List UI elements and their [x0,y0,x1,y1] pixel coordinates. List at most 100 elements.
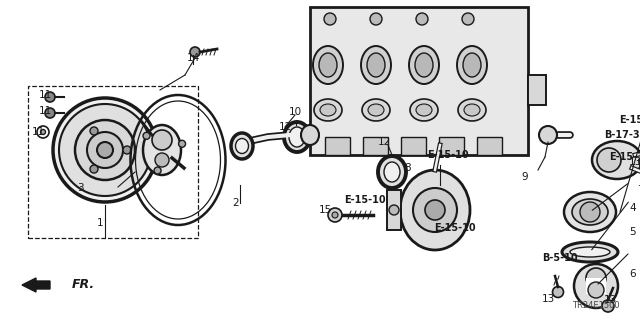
Text: 12: 12 [378,137,390,147]
Ellipse shape [143,125,181,175]
Bar [28,86,198,238]
Text: 3: 3 [77,183,83,193]
Circle shape [53,98,157,202]
Bar [325,137,350,155]
Ellipse shape [320,104,336,116]
Text: 6: 6 [630,269,636,279]
Circle shape [574,264,618,308]
Text: 11: 11 [38,106,52,116]
Ellipse shape [409,46,439,84]
FancyArrow shape [22,278,50,292]
Circle shape [332,212,338,218]
Circle shape [152,130,172,150]
Ellipse shape [236,139,248,154]
Circle shape [639,156,640,168]
Text: 2: 2 [233,198,239,208]
Circle shape [75,120,135,180]
Ellipse shape [284,122,310,152]
Text: 13: 13 [541,294,555,304]
Circle shape [462,13,474,25]
Text: 1: 1 [97,218,103,228]
Circle shape [190,47,200,57]
Bar [477,137,502,155]
Circle shape [425,200,445,220]
Ellipse shape [464,104,480,116]
Text: 13: 13 [604,295,616,305]
Ellipse shape [592,141,640,179]
Ellipse shape [570,247,610,257]
Circle shape [143,132,150,139]
Ellipse shape [367,53,385,77]
Circle shape [416,13,428,25]
Circle shape [588,282,604,298]
Ellipse shape [562,242,618,262]
Text: 10: 10 [289,107,301,117]
Circle shape [586,268,606,288]
Ellipse shape [289,127,305,147]
Ellipse shape [314,99,342,121]
Text: B-17-30: B-17-30 [604,130,640,140]
Circle shape [90,127,98,135]
Ellipse shape [362,99,390,121]
Circle shape [155,153,169,167]
Text: E-15-10: E-15-10 [609,152,640,162]
Ellipse shape [319,53,337,77]
Circle shape [328,208,342,222]
Text: TR24E1500: TR24E1500 [572,301,620,310]
Circle shape [154,167,161,174]
Text: E-15-10: E-15-10 [434,223,476,233]
Ellipse shape [368,104,384,116]
Text: 8: 8 [404,163,412,173]
Text: 12: 12 [278,122,292,132]
Bar [586,278,606,294]
Text: 9: 9 [522,172,528,182]
Circle shape [413,188,457,232]
Ellipse shape [463,53,481,77]
Bar [310,7,528,155]
Circle shape [552,286,563,298]
Ellipse shape [400,170,470,250]
Circle shape [539,126,557,144]
Ellipse shape [572,199,608,225]
Bar [439,137,464,155]
Ellipse shape [378,156,406,188]
Ellipse shape [231,133,253,159]
Text: FR.: FR. [72,278,95,292]
Text: E-15-10: E-15-10 [427,150,469,160]
Circle shape [370,13,382,25]
Text: 15: 15 [318,205,332,215]
Bar [363,137,388,155]
Bar [401,137,426,155]
Text: 11: 11 [31,127,45,137]
Ellipse shape [313,46,343,84]
Ellipse shape [361,46,391,84]
Text: 4: 4 [630,203,636,213]
Text: 14: 14 [186,53,200,63]
Circle shape [597,148,621,172]
Circle shape [389,205,399,215]
Bar [387,190,401,230]
Text: 13: 13 [628,157,640,167]
Circle shape [602,300,614,312]
Circle shape [59,104,151,196]
Text: 11: 11 [38,90,52,100]
Circle shape [97,142,113,158]
Circle shape [40,130,45,134]
Text: E-15-10: E-15-10 [619,115,640,125]
Bar [528,75,546,105]
Text: 5: 5 [630,227,636,237]
Ellipse shape [415,53,433,77]
Circle shape [123,146,131,154]
Ellipse shape [564,192,616,232]
Circle shape [87,132,123,168]
Circle shape [179,140,186,147]
Circle shape [324,13,336,25]
Text: B-5-10: B-5-10 [542,253,578,263]
Ellipse shape [301,125,319,145]
Ellipse shape [458,99,486,121]
Ellipse shape [384,162,400,182]
Text: 7: 7 [637,185,640,195]
Ellipse shape [457,46,487,84]
Ellipse shape [410,99,438,121]
Text: E-15-10: E-15-10 [344,195,386,205]
